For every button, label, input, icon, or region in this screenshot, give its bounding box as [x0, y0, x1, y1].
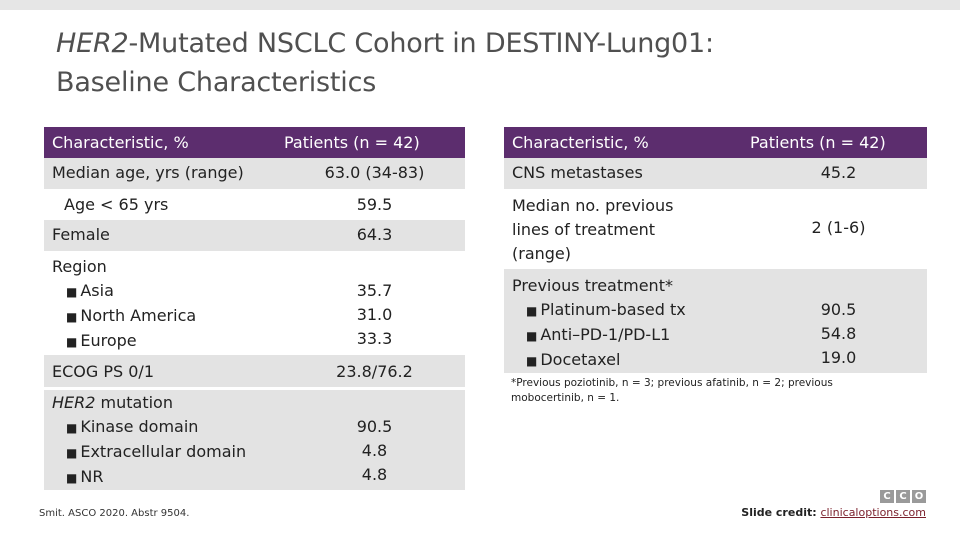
ecog-value: 23.8/76.2	[284, 355, 465, 388]
region-asia-label: Asia	[80, 281, 114, 300]
right-header-row: Characteristic, % Patients (n = 42)	[504, 127, 927, 158]
prior-lines-value: 2 (1-6)	[811, 218, 866, 237]
credit-link[interactable]: clinicaloptions.com	[820, 506, 926, 519]
her2-label-rest: mutation	[95, 392, 173, 412]
region-asia-value: 35.7	[356, 281, 393, 300]
bullet-icon: ■	[66, 335, 78, 349]
table-row: Median no. previous lines of treatment (…	[504, 189, 927, 269]
left-table: Characteristic, % Patients (n = 42) Medi…	[44, 127, 465, 490]
logo-letter: C	[896, 490, 910, 503]
prior-lines-label: Median no. previous lines of treatment (…	[512, 196, 674, 263]
table-row: Median age, yrs (range) 63.0 (34-83)	[44, 158, 465, 189]
prev-tx-docetaxel-value: 19.0	[820, 348, 857, 367]
slide-title: HER2-Mutated NSCLC Cohort in DESTINY-Lun…	[56, 24, 916, 102]
bullet-icon: ■	[526, 304, 538, 318]
left-header-row: Characteristic, % Patients (n = 42)	[44, 127, 465, 158]
table-row: Age < 65 yrs 59.5	[44, 189, 465, 220]
region-europe-label: Europe	[80, 331, 137, 350]
logo-letter: O	[912, 490, 926, 503]
bullet-icon: ■	[66, 285, 78, 299]
table-row: HER2 mutation ■ Kinase domain ■ Extracellu…	[44, 386, 465, 490]
left-header-characteristic: Characteristic, %	[44, 127, 284, 158]
title-her2: HER2	[56, 28, 129, 59]
credit-label: Slide credit:	[741, 506, 821, 519]
female-value: 64.3	[284, 220, 465, 251]
logo-letter: C	[880, 490, 894, 503]
her2-kinase-value: 90.5	[356, 416, 393, 436]
her2-nr-value: 4.8	[361, 464, 388, 484]
prev-tx-pd1-label: Anti–PD-1/PD-L1	[540, 325, 671, 344]
right-header-patients: Patients (n = 42)	[750, 127, 927, 158]
region-na-label: North America	[80, 306, 197, 325]
prev-tx-pd1-value: 54.8	[820, 324, 857, 343]
her2-kinase-label: Kinase domain	[80, 416, 199, 436]
bullet-icon: ■	[66, 470, 78, 485]
median-age-label: Median age, yrs (range)	[44, 158, 284, 189]
region-na-value: 31.0	[356, 305, 393, 324]
median-age-value: 63.0 (34-83)	[284, 158, 465, 189]
cns-value: 45.2	[750, 158, 927, 189]
prev-tx-docetaxel-label: Docetaxel	[540, 350, 621, 369]
bullet-icon: ■	[66, 310, 78, 324]
table-row: Female 64.3	[44, 220, 465, 251]
her2-nr-label: NR	[80, 466, 104, 486]
ecog-label: ECOG PS 0/1	[44, 355, 284, 388]
table-row: ECOG PS 0/1 23.8/76.2	[44, 355, 465, 388]
cns-label: CNS metastases	[504, 158, 750, 189]
female-label: Female	[44, 220, 284, 251]
left-header-patients: Patients (n = 42)	[284, 127, 465, 158]
table-row: Previous treatment* ■ Platinum-based tx ■…	[504, 269, 927, 373]
cco-logo: C C O	[880, 490, 926, 503]
bullet-icon: ■	[66, 445, 78, 460]
source-citation: Smit. ASCO 2020. Abstr 9504.	[39, 508, 190, 519]
slide-credit: Slide credit: clinicaloptions.com	[741, 506, 926, 519]
her2-extracellular-label: Extracellular domain	[80, 441, 247, 461]
prev-tx-label: Previous treatment*	[512, 276, 673, 295]
right-header-characteristic: Characteristic, %	[504, 127, 750, 158]
bullet-icon: ■	[66, 420, 78, 435]
bullet-icon: ■	[526, 354, 538, 368]
her2-label-italic: HER2	[52, 392, 96, 412]
top-bar	[0, 0, 960, 10]
her2-extracellular-value: 4.8	[361, 440, 388, 460]
right-table: Characteristic, % Patients (n = 42) CNS …	[504, 127, 927, 373]
region-label: Region	[52, 257, 107, 276]
table-row: Region ■ Asia ■ North America ■ Europe 35.7…	[44, 251, 465, 355]
title-line2: Baseline Characteristics	[56, 67, 377, 98]
table-row: CNS metastases 45.2	[504, 158, 927, 189]
title-line1: -Mutated NSCLC Cohort in DESTINY-Lung01:	[128, 28, 715, 59]
prev-tx-platinum-value: 90.5	[820, 300, 857, 319]
bullet-icon: ■	[526, 329, 538, 343]
age-lt65-label: Age < 65 yrs	[64, 195, 169, 214]
prev-tx-platinum-label: Platinum-based tx	[540, 300, 686, 319]
region-europe-value: 33.3	[356, 329, 393, 348]
age-lt65-value: 59.5	[356, 195, 393, 214]
footnote: *Previous poziotinib, n = 3; previous af…	[511, 377, 833, 404]
